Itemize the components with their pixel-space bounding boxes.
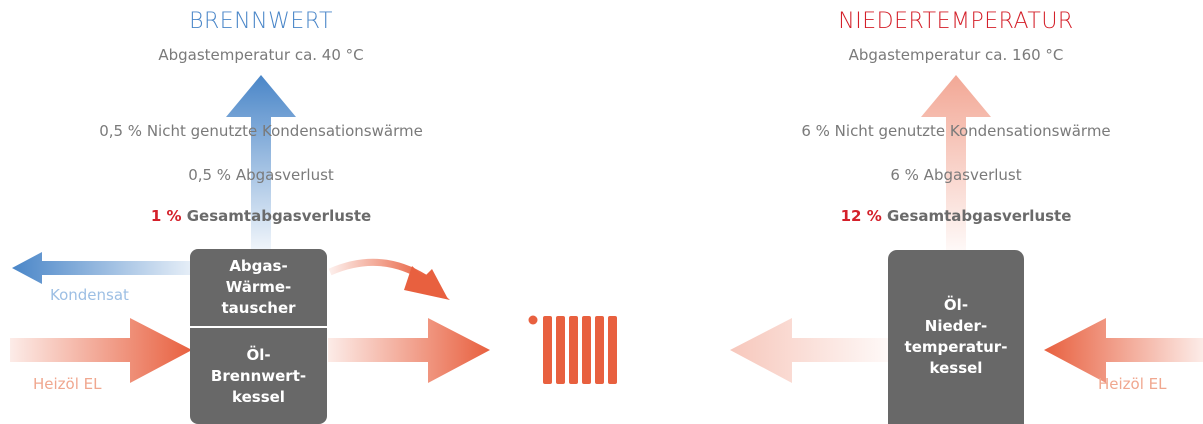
left-title: BRENNWERT <box>189 9 333 34</box>
left-exhaust-loss: 0,5 % Abgasverlust <box>188 166 334 184</box>
condensing-boiler-line-3: kessel <box>232 387 285 406</box>
right-fuel-label: Heizöl EL <box>1098 375 1167 393</box>
heat-exchanger-box: Abgas- Wärme- tauscher <box>190 249 327 326</box>
low-temp-boiler-line-2: Nieder- <box>924 317 988 335</box>
right-total-loss: 12 % Gesamtabgasverluste <box>796 207 1116 225</box>
heat-exchanger-line-1: Abgas- <box>229 257 288 275</box>
heat-exchanger-line-3: tauscher <box>221 299 296 317</box>
fuel-arrow-right <box>1044 318 1203 383</box>
condensing-boiler-line-2: Brennwert- <box>210 366 307 385</box>
condensing-boiler-box: Öl- Brennwert- kessel <box>190 328 327 424</box>
low-temp-boiler-line-4: kessel <box>929 359 983 377</box>
condensate-arrow <box>12 252 195 284</box>
condensing-boiler-line-1: Öl- <box>246 345 271 364</box>
exhaust-arrow-left <box>226 75 296 250</box>
right-total-loss-value: 12 % <box>840 207 882 225</box>
low-temperature-boiler-box: Öl- Nieder- temperatur- kessel <box>888 250 1024 424</box>
right-exhaust-loss: 6 % Abgasverlust <box>890 166 1022 184</box>
right-subtitle: Abgastemperatur ca. 160 °C <box>848 46 1064 64</box>
left-fuel-label: Heizöl EL <box>33 375 102 393</box>
left-total-loss-value: 1 % <box>150 207 182 225</box>
left-condensation-loss: 0,5 % Nicht genutzte Kondensationswärme <box>99 122 423 140</box>
right-total-loss-label: Gesamtabgasverluste <box>886 207 1072 225</box>
heat-arrow-left <box>328 318 490 383</box>
heat-exchanger-line-2: Wärme- <box>225 278 292 296</box>
left-total-loss: 1 % Gesamtabgasverluste <box>101 207 421 225</box>
left-total-loss-label: Gesamtabgasverluste <box>186 207 372 225</box>
fuel-arrow-left <box>10 318 192 383</box>
left-subtitle: Abgastemperatur ca. 40 °C <box>158 46 364 64</box>
exhaust-arrow-right <box>921 75 991 250</box>
low-temp-boiler-line-3: temperatur- <box>904 338 1008 356</box>
right-title: NIEDERTEMPERATUR <box>838 9 1074 34</box>
radiator-icon <box>528 315 617 384</box>
condensate-label: Kondensat <box>50 286 129 304</box>
low-temp-boiler-line-1: Öl- <box>943 296 969 314</box>
heat-arrow-right <box>730 318 888 383</box>
right-condensation-loss: 6 % Nicht genutzte Kondensationswärme <box>801 122 1111 140</box>
